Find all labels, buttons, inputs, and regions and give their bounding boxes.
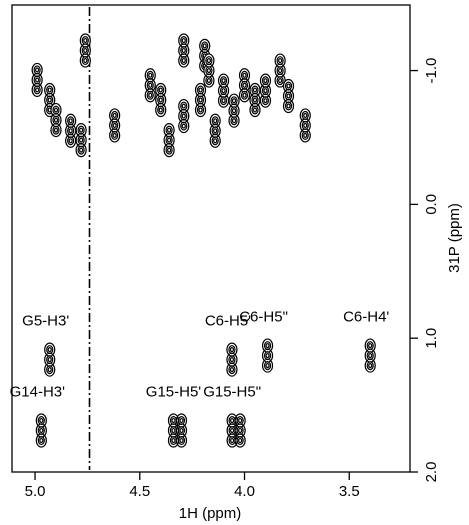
x-tick-label: 3.5 (339, 483, 360, 500)
labeled-peak (35, 413, 47, 448)
peak (299, 108, 311, 143)
x-tick-label: 5.0 (25, 483, 46, 500)
peak (282, 78, 295, 114)
y-axis-label: 31P (ppm) (446, 203, 463, 273)
x-axis-label: 1H (ppm) (179, 505, 242, 522)
peak-label: G15-H5' (146, 383, 202, 400)
y-tick-label: 2.0 (423, 462, 440, 483)
peak (209, 113, 221, 148)
peak (249, 82, 261, 118)
peak (203, 53, 215, 88)
peak-label: C6-H5" (239, 309, 288, 326)
peak (228, 93, 240, 128)
peak (238, 68, 251, 103)
peak (50, 102, 62, 138)
labeled-peak (44, 342, 56, 377)
peak (178, 98, 190, 134)
peak (274, 53, 286, 88)
peak (65, 113, 77, 148)
labeled-peak (226, 342, 238, 377)
peak (178, 33, 190, 68)
peak (194, 82, 207, 118)
x-tick-label: 4.0 (234, 483, 255, 500)
y-tick-label: 0.0 (423, 194, 440, 215)
peak-label: G14-H3' (10, 383, 66, 400)
labeled-peak (364, 338, 376, 373)
peak-label: G5-H3' (22, 313, 69, 330)
peak (75, 123, 87, 158)
y-tick-label: 1.0 (423, 328, 440, 349)
peak-label: C6-H4' (343, 309, 389, 326)
labeled-peak (261, 338, 274, 373)
peak (217, 73, 230, 108)
peak (31, 62, 43, 98)
y-tick-label: -1.0 (423, 58, 440, 84)
labeled-peak (226, 413, 246, 448)
peak (155, 82, 167, 118)
plot-frame (11, 4, 411, 473)
labeled-peak (167, 413, 188, 448)
peak-label: G15-H5" (203, 383, 261, 400)
x-tick-label: 4.5 (129, 483, 150, 500)
peak-label: C6-H5' (205, 313, 251, 330)
peak (259, 73, 272, 108)
peak (109, 108, 121, 143)
peak (144, 68, 156, 103)
peak (79, 33, 91, 68)
peak (163, 123, 175, 158)
